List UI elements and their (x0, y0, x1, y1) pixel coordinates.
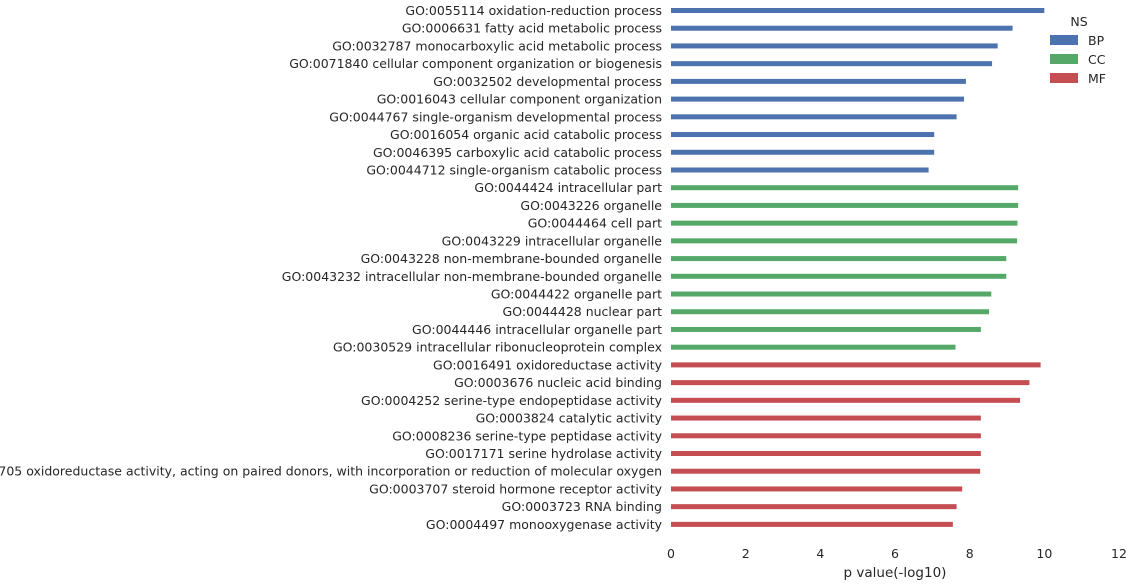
legend-swatch-bp (1050, 35, 1078, 45)
bar-30 (671, 521, 953, 527)
category-label-5: GO:0032502 developmental process (433, 74, 662, 89)
category-label-10: GO:0044712 single-organism catabolic pro… (366, 162, 662, 177)
category-labels-layer: GO:0055114 oxidation-reduction process GO… (0, 3, 663, 532)
category-label-17: GO:0044422 organelle part (491, 287, 662, 302)
bar-4 (671, 61, 993, 67)
legend-label-mf: MF (1088, 71, 1106, 86)
category-label-24: GO:0003824 catalytic activity (476, 411, 663, 426)
category-label-30: GO:0004497 monooxygenase activity (426, 517, 663, 532)
category-label-1: GO:0055114 oxidation-reduction process (405, 3, 662, 18)
category-label-21: GO:0016491 oxidoreductase activity (433, 357, 663, 372)
category-label-4: GO:0071840 cellular component organizati… (289, 56, 662, 71)
legend-swatch-mf (1050, 73, 1078, 83)
x-tick-label-8: 8 (966, 546, 974, 561)
x-tick-label-4: 4 (816, 546, 824, 561)
bar-11 (671, 185, 1019, 191)
category-label-19: GO:0044446 intracellular organelle part (412, 322, 662, 337)
legend-title: NS (1070, 14, 1087, 29)
bar-8 (671, 132, 935, 138)
x-tick-label-12: 12 (1111, 546, 1127, 561)
category-label-18: GO:0044428 nuclear part (503, 304, 663, 319)
x-axis-label: p value(-log10) (844, 565, 947, 581)
category-label-6: GO:0016043 cellular component organizati… (377, 92, 662, 107)
bar-16 (671, 273, 1007, 279)
category-label-13: GO:0044464 cell part (528, 216, 662, 231)
category-label-22: GO:0003676 nucleic acid binding (454, 375, 662, 390)
category-label-23: GO:0004252 serine-type endopeptidase act… (361, 393, 663, 408)
category-label-27: GO:0016705 oxidoreductase activity, acti… (0, 464, 662, 479)
bar-21 (671, 362, 1041, 368)
bar-24 (671, 415, 981, 421)
bar-26 (671, 451, 981, 456)
legend: NS BP CC MF (1050, 14, 1106, 86)
bar-18 (671, 309, 990, 315)
bar-6 (671, 96, 965, 102)
bar-28 (671, 486, 963, 492)
category-label-20: GO:0030529 intracellular ribonucleoprote… (333, 340, 662, 355)
bar-12 (671, 202, 1019, 208)
bar-14 (671, 238, 1018, 244)
category-label-29: GO:0003723 RNA binding (502, 499, 662, 514)
bar-25 (671, 433, 981, 439)
bar-17 (671, 291, 992, 297)
x-tick-label-2: 2 (742, 546, 750, 561)
bar-7 (671, 114, 957, 120)
category-label-16: GO:0043232 intracellular non-membrane-bo… (282, 269, 663, 284)
bar-27 (671, 468, 981, 474)
category-label-14: GO:0043229 intracellular organelle (442, 233, 663, 248)
category-label-15: GO:0043228 non-membrane-bounded organell… (361, 251, 663, 266)
legend-label-cc: CC (1088, 52, 1106, 67)
x-tick-label-6: 6 (891, 546, 899, 561)
bar-19 (671, 326, 981, 332)
category-label-11: GO:0044424 intracellular part (474, 180, 662, 195)
category-label-12: GO:0043226 organelle (520, 198, 662, 213)
category-label-2: GO:0006631 fatty acid metabolic process (402, 21, 662, 36)
bar-15 (671, 256, 1007, 262)
category-label-9: GO:0046395 carboxylic acid catabolic pro… (373, 145, 662, 160)
bar-10 (671, 167, 929, 173)
bar-2 (671, 25, 1013, 31)
bar-3 (671, 43, 998, 49)
bar-1 (671, 8, 1045, 13)
bar-9 (671, 149, 935, 155)
x-axis-ticks-layer: 0 2 4 6 8 10 12 (667, 546, 1127, 561)
category-label-28: GO:0003707 steroid hormone receptor acti… (369, 481, 662, 496)
legend-swatch-cc (1050, 54, 1078, 64)
x-tick-label-0: 0 (667, 546, 675, 561)
category-label-7: GO:0044767 single-organism developmental… (329, 109, 662, 124)
category-label-8: GO:0016054 organic acid catabolic proces… (390, 127, 662, 142)
bar-13 (671, 220, 1018, 226)
bars-layer (671, 8, 1045, 527)
bar-5 (671, 78, 966, 84)
x-tick-label-10: 10 (1036, 546, 1052, 561)
category-label-26: GO:0017171 serine hydrolase activity (425, 446, 662, 461)
category-label-3: GO:0032787 monocarboxylic acid metabolic… (332, 38, 662, 53)
legend-label-bp: BP (1088, 33, 1105, 48)
bar-20 (671, 344, 956, 350)
category-label-25: GO:0008236 serine-type peptidase activit… (392, 428, 662, 443)
bar-23 (671, 397, 1021, 403)
bar-22 (671, 380, 1030, 386)
bar-29 (671, 504, 957, 510)
